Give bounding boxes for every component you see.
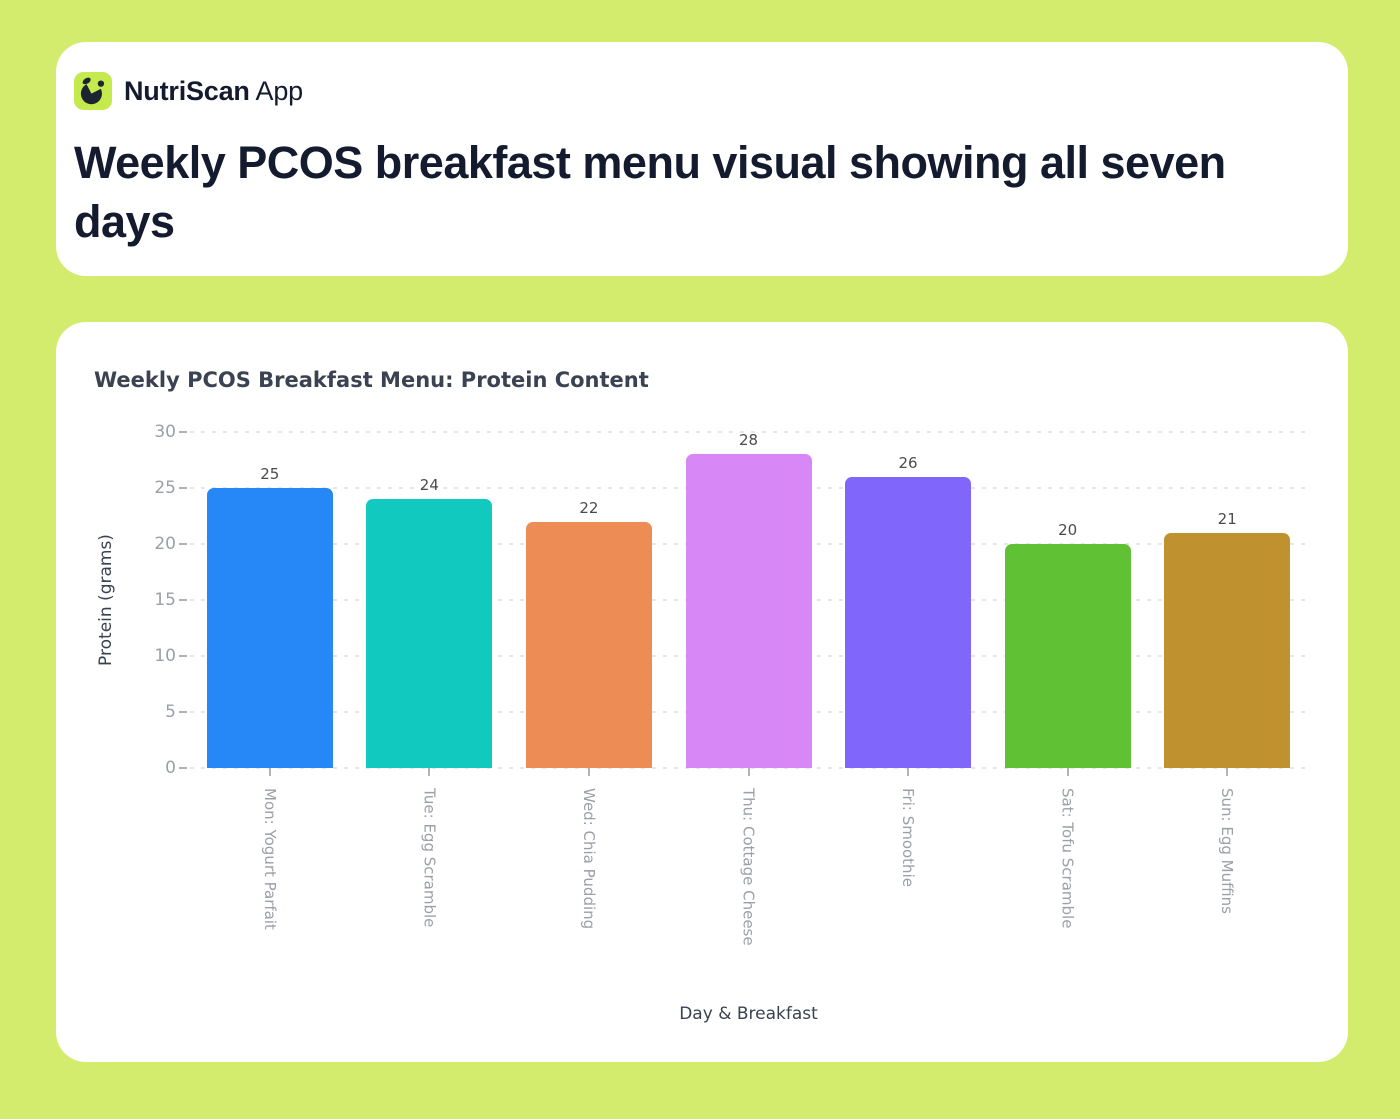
x-tick-label: Wed: Chia Pudding (579, 788, 598, 930)
bar (1164, 533, 1290, 768)
x-tick-mark (268, 768, 271, 776)
bar-value-label: 21 (1217, 510, 1237, 528)
y-tick-mark (179, 655, 187, 657)
bar-value-label: 25 (260, 465, 280, 483)
bar-value-label: 26 (898, 454, 918, 472)
bar (1005, 544, 1131, 768)
bar (686, 454, 812, 768)
bar-chart-plot-area: 0 5 10 15 20 25 30 25 Mon: Yogurt Parfait 24 Tue: … (154, 422, 1307, 946)
y-tick-label: 25 (154, 478, 176, 498)
chart-card: Weekly PCOS Breakfast Menu: Protein Cont… (56, 322, 1348, 1062)
x-tick-mark (428, 768, 431, 776)
x-tick-mark (587, 768, 590, 776)
y-tick-mark (179, 431, 187, 433)
bar-value-label: 22 (579, 499, 599, 517)
chart-title: Weekly PCOS Breakfast Menu: Protein Cont… (94, 368, 649, 392)
x-tick-label: Sun: Egg Muffins (1218, 788, 1237, 914)
y-tick-label: 30 (154, 422, 176, 442)
y-tick-label: 15 (154, 590, 176, 610)
x-tick-mark (1066, 768, 1069, 776)
y-tick-mark (179, 711, 187, 713)
grid-line (190, 431, 1307, 433)
bar-value-label: 20 (1058, 521, 1078, 539)
x-tick-mark (1226, 768, 1229, 776)
bar-value-label: 28 (738, 431, 759, 449)
brand-name: NutriScan (124, 75, 250, 106)
x-tick-label: Mon: Yogurt Parfait (260, 788, 279, 930)
y-tick-label: 10 (154, 646, 176, 666)
bar (366, 499, 492, 768)
y-tick-label: 0 (165, 758, 176, 778)
bar-value-label: 24 (419, 476, 439, 494)
x-tick-label: Sat: Tofu Scramble (1058, 788, 1077, 929)
y-tick-label: 5 (165, 702, 176, 722)
brand-suffix: App (255, 75, 304, 106)
y-tick-mark (179, 767, 187, 769)
brand-text: NutriScan App (124, 76, 303, 107)
x-tick-mark (907, 768, 910, 776)
page-title: Weekly PCOS breakfast menu visual showin… (74, 137, 1226, 247)
brand: NutriScan App (74, 72, 1330, 110)
bar (526, 522, 652, 768)
x-tick-label: Thu: Cottage Cheese (739, 788, 758, 946)
bar (207, 488, 333, 768)
nutriscan-logo-icon (74, 72, 112, 110)
x-tick-label: Fri: Smoothie (899, 788, 918, 887)
y-tick-label: 20 (154, 534, 176, 554)
x-tick-mark (747, 768, 750, 776)
y-tick-mark (179, 543, 187, 545)
y-tick-mark (179, 487, 187, 489)
x-tick-label: Tue: Egg Scramble (420, 788, 439, 928)
bar (845, 477, 971, 768)
x-axis-label: Day & Breakfast (679, 1004, 818, 1024)
y-tick-mark (179, 599, 187, 601)
header-card: NutriScan App Weekly PCOS breakfast menu… (56, 42, 1348, 276)
